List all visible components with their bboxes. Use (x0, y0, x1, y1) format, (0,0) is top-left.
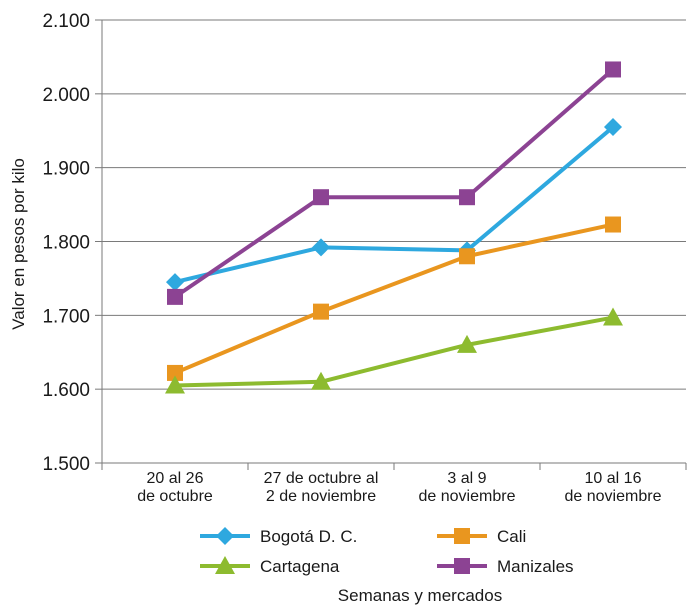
legend-marker (454, 558, 470, 574)
x-category-label: de noviembre (419, 488, 516, 505)
data-point-marker (605, 216, 621, 233)
series-line (174, 222, 614, 375)
data-point-marker (459, 248, 475, 265)
x-category-label: de noviembre (565, 488, 662, 505)
series-2 (165, 307, 623, 394)
data-point-marker (604, 118, 622, 137)
data-point-marker (313, 189, 329, 206)
data-point-marker (605, 61, 621, 78)
y-tick-label: 1.600 (42, 380, 90, 401)
data-point-marker (457, 334, 477, 353)
series-lines (165, 61, 623, 394)
legend-label: Bogotá D. C. (260, 527, 357, 546)
data-point-marker (165, 375, 185, 394)
data-point-marker (167, 288, 183, 305)
x-category-label: 10 al 16 (585, 470, 642, 487)
legend-item: Cartagena (200, 556, 340, 576)
data-point-marker (313, 303, 329, 320)
grid (102, 19, 686, 464)
legend-label: Cartagena (260, 557, 340, 576)
x-category-label: de octubre (137, 488, 213, 505)
y-tick-label: 1.900 (42, 159, 90, 180)
series-3 (167, 61, 621, 305)
series-1 (167, 216, 621, 381)
y-tick-label: 2.000 (42, 85, 90, 106)
x-axis-title: Semanas y mercados (338, 586, 502, 605)
data-point-marker (603, 307, 623, 326)
series-0 (166, 118, 622, 292)
series-line (173, 67, 615, 299)
legend-label: Cali (497, 527, 526, 546)
legend-marker (215, 556, 235, 574)
legend-item: Bogotá D. C. (200, 527, 357, 546)
x-category-label: 2 de noviembre (266, 488, 376, 505)
y-tick-label: 2.100 (42, 11, 90, 32)
series-line (174, 125, 615, 285)
legend-label: Manizales (497, 557, 574, 576)
y-tick-label: 1.700 (42, 306, 90, 327)
legend-marker (216, 527, 234, 545)
legend-item: Manizales (437, 557, 574, 576)
data-point-marker (459, 189, 475, 206)
data-point-marker (312, 238, 330, 257)
y-tick-label: 1.500 (42, 454, 90, 475)
y-tick-label: 1.800 (42, 233, 90, 254)
x-category-label: 20 al 26 (147, 470, 204, 487)
data-point-marker (167, 364, 183, 381)
legend-marker (454, 528, 470, 544)
data-point-marker (311, 371, 331, 390)
y-axis-title: Valor en pesos por kilo (9, 158, 28, 330)
x-category-label: 27 de octubre al (264, 470, 379, 487)
axes: 1.500 1.600 1.700 1.800 1.900 2.000 2.100 20 al… (42, 11, 687, 505)
legend-item: Cali (437, 527, 526, 546)
data-point-marker (166, 273, 184, 292)
x-category-label: 3 al 9 (447, 470, 486, 487)
legend: Bogotá D. C. Cali Cartagena Manizales (200, 527, 574, 576)
series-line (174, 315, 614, 388)
